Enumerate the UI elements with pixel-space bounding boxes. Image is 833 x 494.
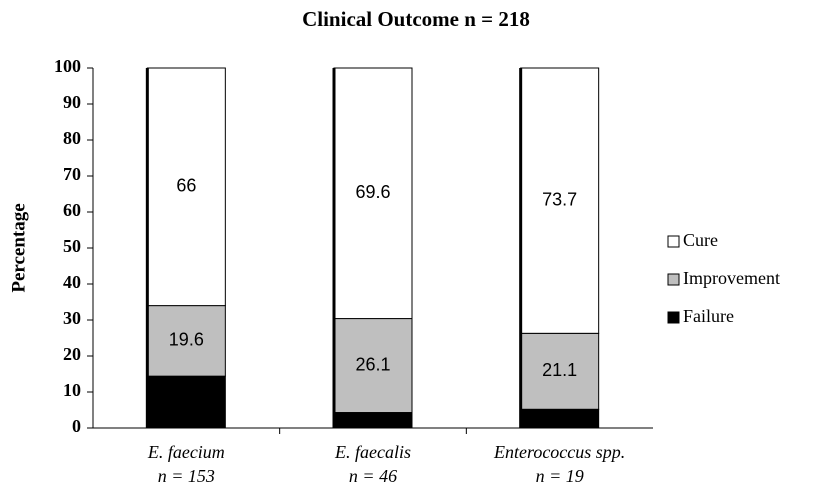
value-label: 69.6: [355, 182, 390, 202]
value-label: 73.7: [542, 189, 577, 209]
y-tick-label: 80: [63, 128, 81, 148]
y-tick-label: 0: [72, 416, 81, 436]
y-tick-label: 20: [63, 344, 81, 364]
bar-segment: [520, 408, 600, 429]
bar-segment: [333, 67, 413, 320]
chart-title: Clinical Outcome n = 218: [302, 7, 530, 31]
y-tick-label: 40: [63, 272, 81, 292]
bar-segment: [520, 332, 600, 410]
bar-segment: [333, 412, 413, 429]
x-tick-label: Enterococcus spp.: [493, 442, 625, 462]
y-tick-label: 50: [63, 236, 81, 256]
y-tick-label: 30: [63, 308, 81, 328]
x-tick-label: E. faecium: [147, 442, 225, 462]
legend-swatch: [667, 235, 680, 248]
y-tick-label: 60: [63, 200, 81, 220]
bar-segment: [146, 375, 226, 429]
x-tick-count: n = 46: [349, 466, 397, 486]
y-tick-label: 70: [63, 164, 81, 184]
y-axis-label: Percentage: [8, 203, 29, 292]
y-tick-label: 90: [63, 92, 81, 112]
legend-label: Cure: [683, 230, 718, 250]
value-label: 66: [176, 176, 196, 196]
value-label: 21.1: [542, 360, 577, 380]
bar-segment: [146, 305, 226, 377]
value-label: 19.6: [169, 330, 204, 350]
bar-segment: [146, 67, 226, 307]
x-tick-count: n = 153: [158, 466, 215, 486]
y-tick-label: 10: [63, 380, 81, 400]
value-label: 26.1: [355, 354, 390, 374]
legend-label: Failure: [683, 306, 734, 326]
legend-swatch: [667, 273, 680, 286]
y-tick-label: 100: [54, 56, 81, 76]
x-tick-label: E. faecalis: [334, 442, 411, 462]
legend-label: Improvement: [683, 268, 780, 288]
legend-swatch: [667, 311, 680, 324]
x-tick-count: n = 19: [536, 466, 584, 486]
